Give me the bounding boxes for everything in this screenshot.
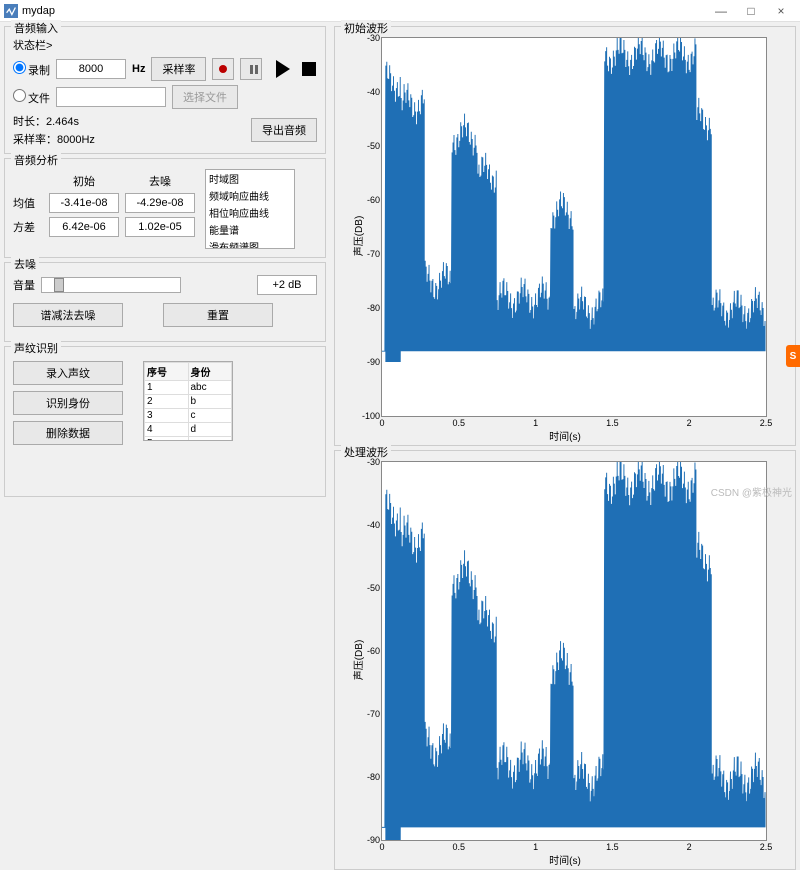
gain-display[interactable]	[257, 275, 317, 295]
audio-input-panel: 音频输入 状态栏> 录制 Hz 采样率 文件 选择文件 时长：2.464s	[4, 26, 326, 154]
minimize-button[interactable]: —	[706, 4, 736, 18]
volume-label: 音量	[13, 277, 35, 293]
close-button[interactable]: ×	[766, 4, 796, 18]
col-initial: 初始	[49, 173, 119, 189]
voiceprint-panel: 声纹识别 录入声纹 识别身份 删除数据 序号身份1abc2b3c4d5e	[4, 346, 326, 497]
play-button[interactable]	[276, 60, 290, 78]
side-badge: S	[786, 345, 800, 367]
choose-file-button[interactable]: 选择文件	[172, 85, 238, 109]
watermark: CSDN @紫极神光	[711, 484, 792, 499]
chart-initial: 初始波形 声压(DB) 时间(s) -30-40-50-60-70-80-90-…	[334, 26, 796, 446]
hz-label: Hz	[132, 63, 145, 75]
table-row[interactable]: 1abc	[145, 381, 232, 395]
file-radio[interactable]: 文件	[13, 89, 50, 106]
audio-analysis-panel: 音频分析 初始去噪 均值 方差 时域图频域响应曲线相位响应曲线能量谱滑布频谱图音…	[4, 158, 326, 258]
row-var: 方差	[13, 219, 43, 235]
ylabel: 声压(DB)	[350, 640, 365, 681]
mean-initial[interactable]	[49, 193, 119, 213]
panel-title: 去噪	[11, 256, 39, 272]
plot-type-listbox[interactable]: 时域图频域响应曲线相位响应曲线能量谱滑布频谱图音压曲线	[205, 169, 295, 249]
delete-data-button[interactable]: 删除数据	[13, 421, 123, 445]
record-radio[interactable]: 录制	[13, 61, 50, 78]
listbox-item[interactable]: 能量谱	[206, 221, 294, 238]
xlabel: 时间(s)	[549, 852, 581, 867]
volume-slider[interactable]	[41, 277, 181, 293]
hz-input[interactable]	[56, 59, 126, 79]
titlebar: mydap — □ ×	[0, 0, 800, 22]
pause-button[interactable]	[240, 58, 262, 80]
enroll-button[interactable]: 录入声纹	[13, 361, 123, 385]
panel-title: 音频分析	[11, 152, 61, 168]
table-row[interactable]: 3c	[145, 409, 232, 423]
listbox-item[interactable]: 时域图	[206, 170, 294, 187]
file-input[interactable]	[56, 87, 166, 107]
listbox-item[interactable]: 相位响应曲线	[206, 204, 294, 221]
record-button[interactable]	[212, 58, 234, 80]
fs-label: 采样率：8000Hz	[13, 131, 95, 147]
chart-processed: 处理波形 声压(DB) 时间(s) -30-40-50-60-70-80-900…	[334, 450, 796, 870]
window-title: mydap	[22, 5, 706, 17]
samplerate-button[interactable]: 采样率	[151, 57, 206, 81]
listbox-item[interactable]: 滑布频谱图	[206, 238, 294, 249]
panel-title: 声纹识别	[11, 340, 61, 356]
table-row[interactable]: 5e	[145, 437, 232, 442]
stop-button[interactable]	[302, 62, 316, 76]
identify-button[interactable]: 识别身份	[13, 391, 123, 415]
identity-table[interactable]: 序号身份1abc2b3c4d5e	[143, 361, 233, 441]
spectral-denoise-button[interactable]: 谱减法去噪	[13, 303, 123, 327]
var-denoised[interactable]	[125, 217, 195, 237]
mean-denoised[interactable]	[125, 193, 195, 213]
denoise-panel: 去噪 音量 谱减法去噪 重置	[4, 262, 326, 342]
xlabel: 时间(s)	[549, 428, 581, 443]
ylabel: 声压(DB)	[350, 216, 365, 257]
reset-button[interactable]: 重置	[163, 303, 273, 327]
col-denoised: 去噪	[125, 173, 195, 189]
statusbar-label: 状态栏>	[13, 37, 52, 53]
var-initial[interactable]	[49, 217, 119, 237]
panel-title: 音频输入	[11, 20, 61, 36]
export-audio-button[interactable]: 导出音频	[251, 118, 317, 142]
listbox-item[interactable]: 频域响应曲线	[206, 187, 294, 204]
row-mean: 均值	[13, 195, 43, 211]
duration-label: 时长：2.464s	[13, 113, 95, 129]
maximize-button[interactable]: □	[736, 4, 766, 18]
table-row[interactable]: 4d	[145, 423, 232, 437]
table-row[interactable]: 2b	[145, 395, 232, 409]
app-icon	[4, 4, 18, 18]
